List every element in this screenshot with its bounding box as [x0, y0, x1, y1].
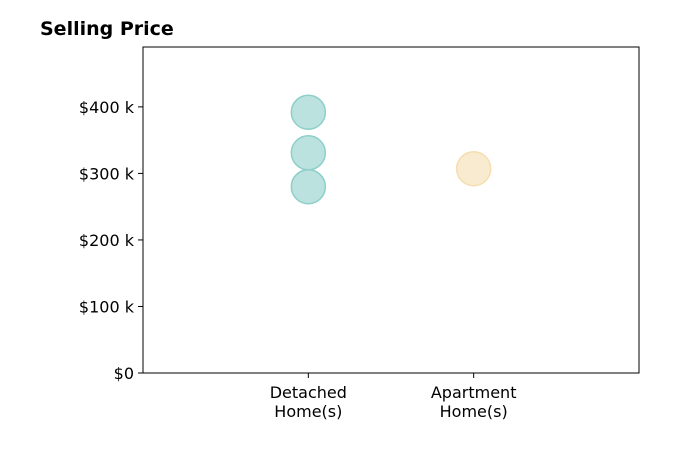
- y-tick-label: $200 k: [79, 231, 135, 250]
- y-tick-label: $300 k: [79, 164, 135, 183]
- x-tick-label: Detached Home(s): [270, 383, 347, 421]
- point: [290, 168, 327, 205]
- y-tick-label: $100 k: [79, 297, 135, 316]
- point: [290, 94, 327, 130]
- chart-title: Selling Price: [40, 18, 174, 40]
- y-tick-label: $400 k: [79, 98, 135, 117]
- point: [455, 151, 492, 187]
- plot-frame: [142, 46, 640, 374]
- x-tick-label: Apartment Home(s): [431, 383, 517, 421]
- point: [290, 135, 327, 171]
- y-tick-label: $0: [114, 364, 134, 383]
